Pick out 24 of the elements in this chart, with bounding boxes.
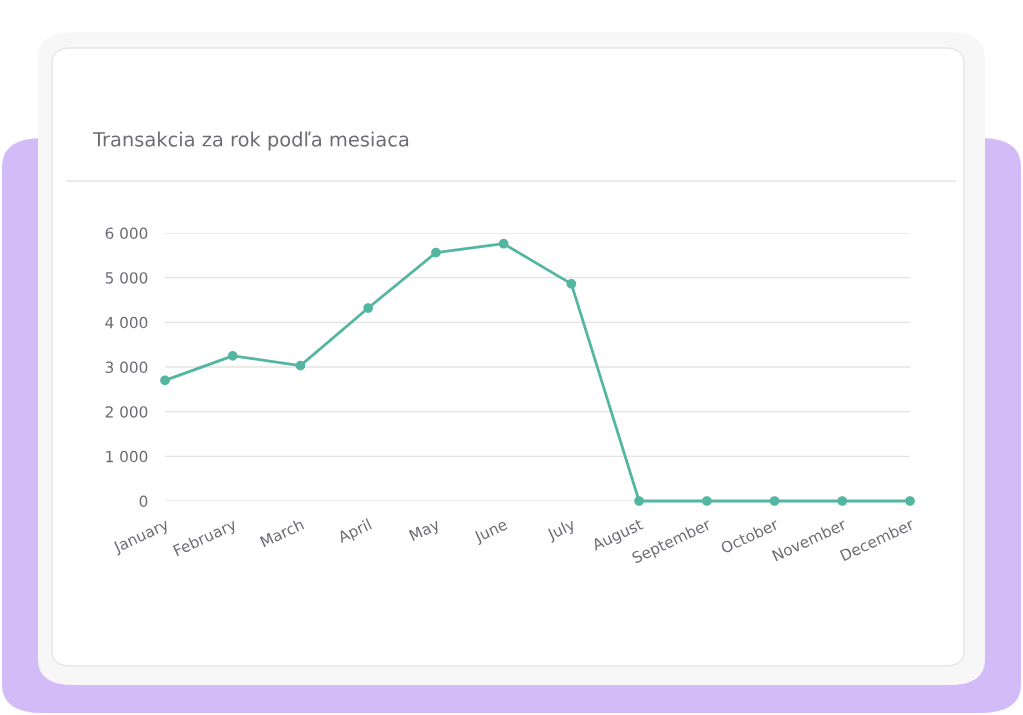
point (498, 238, 509, 249)
point (566, 279, 577, 289)
x-tick-label: May (408, 518, 442, 544)
point (431, 247, 441, 258)
y-tick-label: 3 000 (105, 361, 148, 374)
y-tick-label: 2 000 (105, 406, 148, 418)
y-tick-label: 1 000 (106, 450, 148, 463)
point (160, 375, 170, 386)
point (837, 496, 848, 506)
x-tick-label: June (472, 518, 510, 546)
point (634, 496, 644, 506)
point (295, 360, 306, 371)
y-tick-label: 5 000 (105, 272, 148, 284)
point (769, 496, 780, 506)
x-tick-label: April (336, 518, 374, 546)
point (227, 350, 238, 361)
point (701, 496, 712, 506)
y-tick-label: 0 (139, 495, 148, 508)
y-tick-label: 6 000 (105, 227, 148, 240)
point (905, 496, 915, 506)
x-tick-label: July (545, 517, 578, 544)
y-tick-label: 4 000 (105, 316, 148, 329)
chart-title: Transakcia za rok podľa mesiaca (92, 131, 409, 151)
point (363, 303, 374, 313)
